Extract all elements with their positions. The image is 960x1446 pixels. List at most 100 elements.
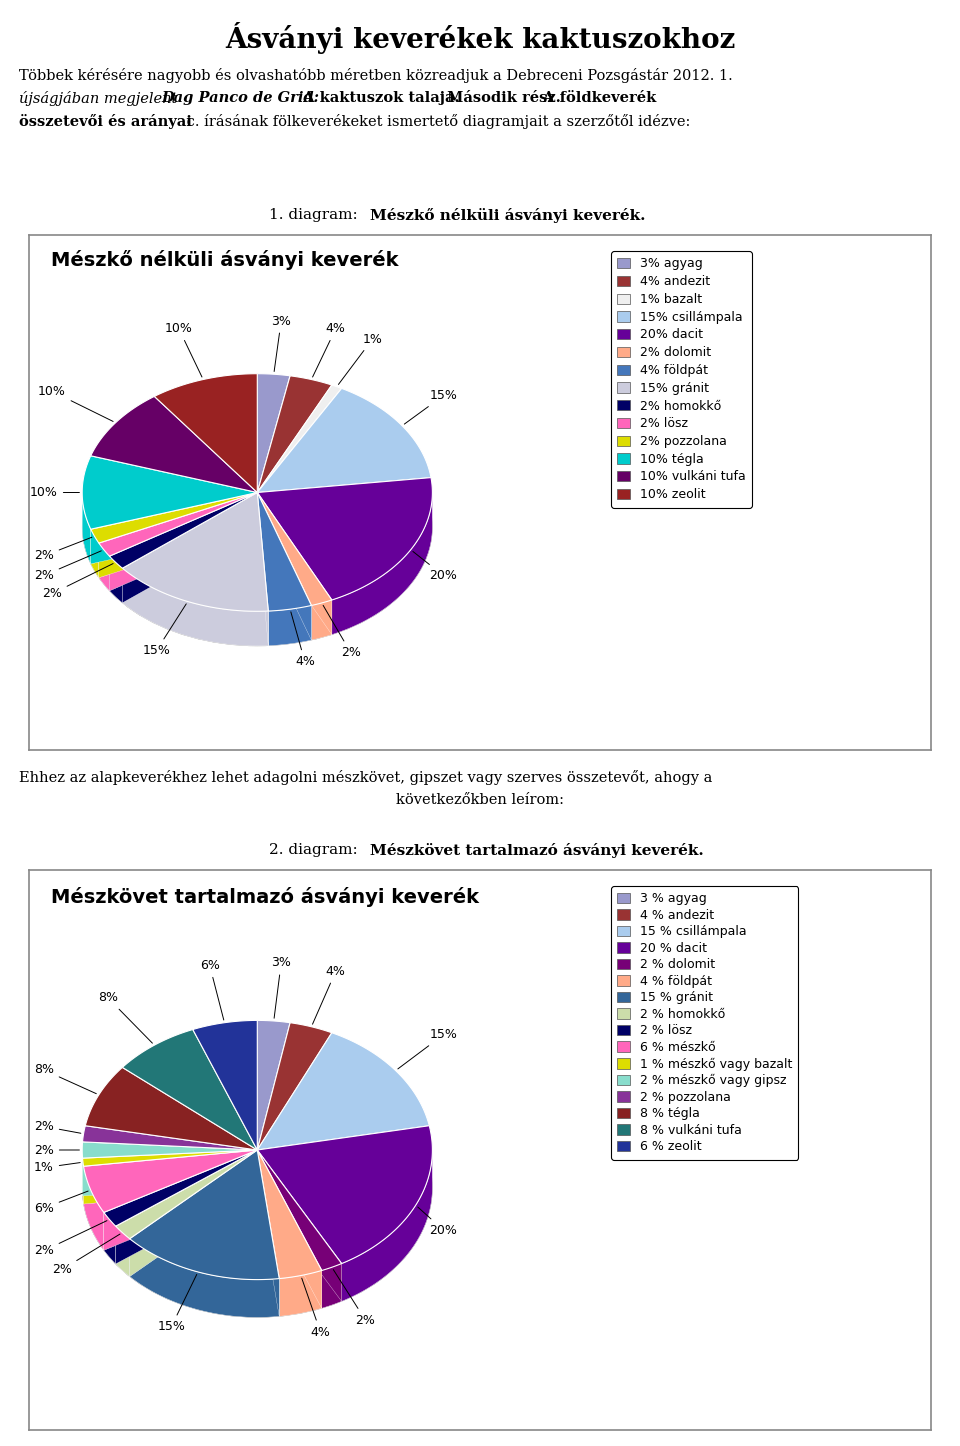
Polygon shape bbox=[130, 1150, 257, 1277]
Text: Második rész.: Második rész. bbox=[442, 91, 561, 106]
Polygon shape bbox=[115, 1150, 257, 1239]
Text: A földkeverék: A földkeverék bbox=[538, 91, 656, 106]
Text: 2%: 2% bbox=[34, 1121, 81, 1134]
Polygon shape bbox=[83, 1158, 84, 1205]
Legend: 3% agyag, 4% andezit, 1% bazalt, 15% csillámpala, 20% dacit, 2% dolomit, 4% föld: 3% agyag, 4% andezit, 1% bazalt, 15% csi… bbox=[612, 252, 752, 508]
Polygon shape bbox=[257, 1150, 279, 1316]
Polygon shape bbox=[257, 1126, 432, 1264]
Polygon shape bbox=[257, 493, 332, 635]
Text: Ehhez az alapkeverékhez lehet adagolni mészkövet, gipszet vagy szerves összetevő: Ehhez az alapkeverékhez lehet adagolni m… bbox=[19, 771, 712, 785]
Polygon shape bbox=[91, 493, 257, 564]
Text: Többek kérésére nagyobb és olvashatóbb méretben közreadjuk a Debreceni Pozsgástá: Többek kérésére nagyobb és olvashatóbb m… bbox=[19, 68, 732, 82]
Text: 2%: 2% bbox=[333, 1270, 375, 1326]
Text: 8%: 8% bbox=[98, 992, 153, 1043]
Polygon shape bbox=[279, 1271, 322, 1316]
Polygon shape bbox=[257, 376, 332, 493]
Text: 10%: 10% bbox=[30, 486, 80, 499]
Polygon shape bbox=[122, 493, 257, 603]
Ellipse shape bbox=[83, 408, 432, 646]
Polygon shape bbox=[311, 600, 332, 641]
Polygon shape bbox=[257, 389, 431, 493]
Polygon shape bbox=[342, 1151, 432, 1301]
Polygon shape bbox=[130, 1239, 279, 1317]
Text: Mészkő nélküli ásványi keverék: Mészkő nélküli ásványi keverék bbox=[52, 250, 398, 270]
Polygon shape bbox=[91, 396, 257, 493]
Polygon shape bbox=[257, 1150, 342, 1271]
Text: újságjában megjelent: újságjában megjelent bbox=[19, 91, 182, 106]
Text: 15%: 15% bbox=[142, 604, 186, 656]
Text: 4%: 4% bbox=[291, 612, 315, 668]
Polygon shape bbox=[257, 373, 290, 493]
Polygon shape bbox=[115, 1150, 257, 1264]
Polygon shape bbox=[257, 493, 268, 646]
Text: c. írásának fölkeverékeket ismertető diagramjait a szerzőtől idézve:: c. írásának fölkeverékeket ismertető dia… bbox=[182, 114, 691, 129]
Polygon shape bbox=[91, 493, 257, 544]
Polygon shape bbox=[91, 529, 99, 578]
Polygon shape bbox=[257, 493, 332, 606]
Polygon shape bbox=[257, 493, 332, 635]
Ellipse shape bbox=[83, 1058, 432, 1317]
Polygon shape bbox=[84, 1150, 257, 1212]
Polygon shape bbox=[104, 1150, 257, 1226]
Polygon shape bbox=[155, 373, 257, 493]
Polygon shape bbox=[85, 1067, 257, 1150]
Text: 3%: 3% bbox=[272, 314, 291, 372]
Text: összetevői és arányai: összetevői és arányai bbox=[19, 114, 192, 129]
Polygon shape bbox=[257, 1150, 322, 1278]
Polygon shape bbox=[257, 493, 268, 646]
Polygon shape bbox=[99, 544, 109, 591]
Polygon shape bbox=[99, 493, 257, 557]
Text: 20%: 20% bbox=[413, 551, 457, 581]
Text: 2%: 2% bbox=[324, 606, 361, 659]
Polygon shape bbox=[83, 455, 257, 529]
Polygon shape bbox=[104, 1150, 257, 1251]
Polygon shape bbox=[109, 557, 122, 603]
Text: 10%: 10% bbox=[38, 385, 113, 421]
Text: 15%: 15% bbox=[397, 1028, 457, 1069]
Polygon shape bbox=[99, 493, 257, 578]
Text: 4%: 4% bbox=[313, 322, 346, 377]
Polygon shape bbox=[257, 1150, 322, 1309]
Text: 2%: 2% bbox=[34, 551, 102, 581]
Text: 3%: 3% bbox=[272, 956, 291, 1018]
Polygon shape bbox=[122, 493, 268, 612]
Polygon shape bbox=[332, 493, 432, 635]
Text: 4%: 4% bbox=[301, 1278, 330, 1339]
Text: 1. diagram:: 1. diagram: bbox=[269, 208, 363, 223]
Text: 6%: 6% bbox=[200, 959, 224, 1019]
Text: A kaktuszok talaja.: A kaktuszok talaja. bbox=[298, 91, 459, 106]
Polygon shape bbox=[322, 1264, 342, 1309]
Polygon shape bbox=[104, 1212, 115, 1264]
Text: Mészkő nélküli ásványi keverék.: Mészkő nélküli ásványi keverék. bbox=[370, 208, 645, 223]
Polygon shape bbox=[257, 1022, 332, 1150]
Polygon shape bbox=[257, 477, 432, 600]
Text: 10%: 10% bbox=[165, 322, 202, 377]
Polygon shape bbox=[83, 1126, 257, 1150]
Polygon shape bbox=[268, 606, 311, 646]
Text: 1%: 1% bbox=[339, 333, 382, 385]
Text: 4%: 4% bbox=[313, 964, 346, 1024]
Polygon shape bbox=[99, 493, 257, 578]
Text: 2%: 2% bbox=[42, 564, 113, 600]
Text: Mészkövet tartalmazó ásványi keverék: Mészkövet tartalmazó ásványi keverék bbox=[52, 886, 479, 907]
Polygon shape bbox=[109, 493, 257, 568]
Text: 20%: 20% bbox=[418, 1207, 457, 1236]
Text: 8%: 8% bbox=[34, 1063, 96, 1093]
Text: következőkben leírom:: következőkben leírom: bbox=[396, 792, 564, 807]
Text: 2%: 2% bbox=[34, 1144, 80, 1157]
Text: 2%: 2% bbox=[34, 538, 92, 562]
Polygon shape bbox=[257, 1150, 322, 1309]
Polygon shape bbox=[257, 1021, 290, 1150]
Polygon shape bbox=[115, 1226, 130, 1277]
Polygon shape bbox=[91, 493, 257, 564]
Polygon shape bbox=[257, 1032, 429, 1150]
Text: 15%: 15% bbox=[157, 1274, 197, 1333]
Polygon shape bbox=[257, 1150, 342, 1301]
Text: 2%: 2% bbox=[34, 1220, 107, 1257]
Text: 15%: 15% bbox=[404, 389, 457, 424]
Polygon shape bbox=[122, 493, 257, 603]
Text: 6%: 6% bbox=[34, 1192, 88, 1215]
Polygon shape bbox=[130, 1150, 257, 1277]
Polygon shape bbox=[83, 1150, 257, 1196]
Polygon shape bbox=[83, 1142, 257, 1158]
